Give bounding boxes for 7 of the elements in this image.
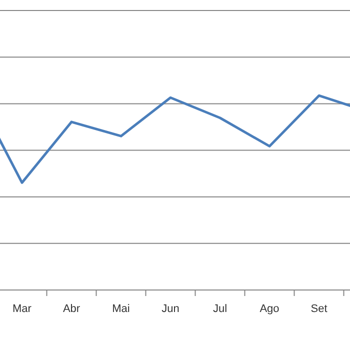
- x-tick-label: Jul: [212, 303, 228, 315]
- x-tick-label: Abr: [62, 303, 80, 315]
- x-tick-label: Set: [310, 303, 328, 315]
- x-tick-label: Mai: [112, 303, 130, 315]
- x-tick-label: Jun: [162, 303, 180, 315]
- x-tick-label: Mar: [12, 303, 32, 315]
- x-tick-label: Ago: [260, 303, 280, 315]
